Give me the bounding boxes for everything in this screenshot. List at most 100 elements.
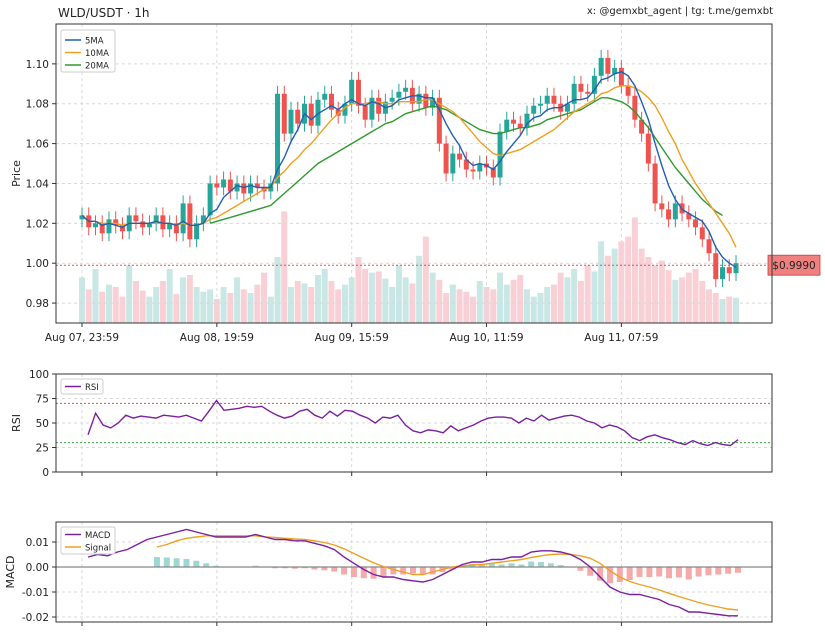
volume-bar <box>422 236 429 323</box>
macd-histogram-bar <box>429 567 436 575</box>
macd-histogram-bar <box>478 564 485 567</box>
price-xtick-label: Aug 11, 07:59 <box>584 332 658 344</box>
volume-bar <box>685 272 692 323</box>
candle-body <box>194 223 200 240</box>
macd-ytick-label: -0.01 <box>22 587 49 599</box>
volume-bar <box>571 269 578 323</box>
candle-body <box>463 159 469 170</box>
candle-body <box>531 105 537 114</box>
candle-body <box>564 103 570 112</box>
volume-bar <box>550 284 557 323</box>
candle-body <box>106 219 112 234</box>
candle-body <box>639 119 645 134</box>
candle-body <box>423 93 429 108</box>
macd-histogram-bar <box>508 563 515 567</box>
volume-bar <box>699 281 706 323</box>
macd-histogram-bar <box>636 567 643 577</box>
candle-body <box>369 97 375 120</box>
candle-body <box>187 203 193 240</box>
volume-bar <box>645 257 652 323</box>
volume-bar <box>416 255 423 323</box>
volume-bar <box>328 281 335 323</box>
volume-bar <box>254 284 261 323</box>
macd-ytick-label: 0.01 <box>26 537 49 549</box>
macd-histogram-bar <box>656 567 663 577</box>
volume-bar <box>631 217 638 323</box>
candle-body <box>335 109 341 116</box>
volume-bar <box>665 270 672 323</box>
candle-body <box>652 163 658 204</box>
price-ytick-label: 1.06 <box>26 139 50 151</box>
volume-bar <box>604 255 611 323</box>
volume-bar <box>274 257 281 323</box>
macd-histogram-bar <box>587 567 594 576</box>
volume-bar <box>389 287 396 323</box>
macd-line <box>87 528 738 617</box>
macd-histogram-bar <box>449 567 456 570</box>
signal-legend-label: Signal <box>85 544 111 554</box>
candle-body <box>511 119 517 124</box>
candle-body <box>477 163 483 172</box>
candle-body <box>591 75 597 94</box>
macd-histogram-bar <box>360 567 367 579</box>
macd-legend-label: MACD <box>85 531 111 541</box>
macd-histogram-bar <box>715 567 722 575</box>
macd-histogram-bar <box>685 567 692 580</box>
candle-body <box>315 99 321 126</box>
rsi-ytick-label: 0 <box>42 467 49 479</box>
candle-body <box>470 169 476 172</box>
volume-bar <box>658 260 665 323</box>
macd-histogram-bar <box>725 567 732 574</box>
volume-bar <box>402 277 409 323</box>
candle-body <box>207 183 213 216</box>
candle-body <box>173 223 179 234</box>
candle-body <box>214 183 220 188</box>
macd-histogram-bar <box>291 567 298 569</box>
candle-body <box>713 253 719 280</box>
macd-histogram-bar <box>153 557 160 567</box>
macd-histogram-bar <box>705 567 712 576</box>
macd-histogram-bar <box>626 567 633 580</box>
credit-text: x: @gemxbt_agent | tg: t.me/gemxbt <box>586 6 773 17</box>
volume-bar <box>207 289 214 323</box>
candle-body <box>497 131 503 178</box>
price-ytick-label: 1.08 <box>26 99 49 111</box>
macd-histogram-bar <box>675 567 682 578</box>
price-ytick-label: 1.04 <box>26 178 50 190</box>
candle-body <box>672 203 678 220</box>
macd-histogram-bar <box>301 567 308 569</box>
volume-bar <box>146 296 153 323</box>
candle-body <box>666 209 672 220</box>
volume-bar <box>314 275 321 323</box>
volume-bar <box>355 257 362 323</box>
volume-bar <box>240 289 247 323</box>
volume-bar <box>591 271 598 323</box>
rsi-axis-label: RSI <box>10 414 23 432</box>
last-price-label: $0.9990 <box>772 260 815 272</box>
chart-title: WLD/USDT · 1h <box>58 6 150 20</box>
volume-bar <box>382 278 389 323</box>
price-panel-frame <box>55 23 773 324</box>
candle-body <box>254 183 260 188</box>
macd-histogram-bar <box>400 567 407 575</box>
volume-bar <box>341 284 348 323</box>
volume-bar <box>436 279 443 323</box>
signal-line <box>156 535 739 611</box>
candle-body <box>328 93 334 110</box>
candle-body <box>726 267 732 274</box>
volume-bar <box>530 296 537 323</box>
macd-histogram-bar <box>410 567 416 574</box>
candle-body <box>288 109 294 134</box>
volume-bar <box>368 272 375 323</box>
legend-label-20ma: 20MA <box>85 62 109 72</box>
candle-body <box>686 213 692 220</box>
volume-bar <box>153 287 160 323</box>
macd-histogram-bar <box>281 567 288 569</box>
volume-bar <box>200 291 207 323</box>
rsi-ytick-label: 75 <box>36 394 49 406</box>
price-ytick-label: 1.00 <box>26 258 49 270</box>
volume-bar <box>611 248 618 323</box>
macd-histogram-bar <box>390 567 397 575</box>
macd-histogram-bar <box>331 567 338 572</box>
macd-axis-label: MACD <box>4 556 17 589</box>
